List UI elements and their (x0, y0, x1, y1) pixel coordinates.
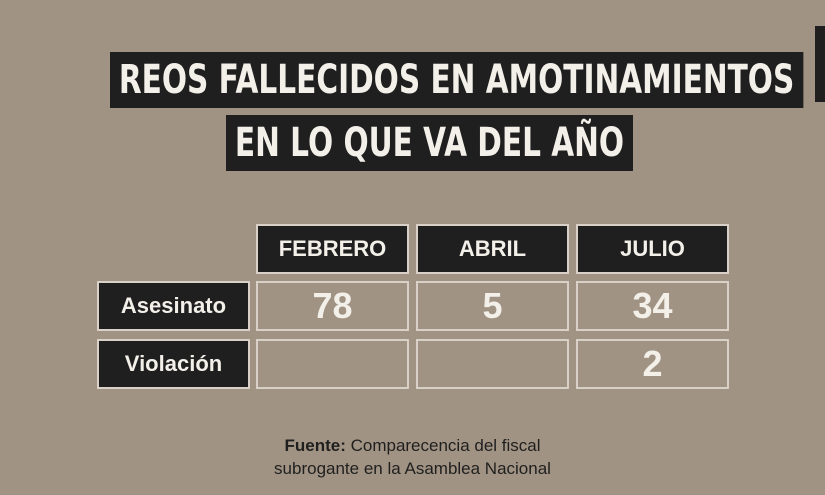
source-line-2: subrogante en la Asamblea Nacional (274, 459, 551, 478)
source-line-1: Comparecencia del fiscal (350, 436, 541, 455)
column-header-febrero: FEBRERO (256, 224, 409, 274)
row-header-asesinato: Asesinato (97, 281, 250, 331)
cell-asesinato-abril: 5 (416, 281, 569, 331)
cell-violacion-abril (416, 339, 569, 389)
cell-asesinato-febrero: 78 (256, 281, 409, 331)
column-header-abril: ABRIL (416, 224, 569, 274)
title-line-1: REOS FALLECIDOS EN AMOTINAMIENTOS (110, 52, 804, 108)
cell-violacion-julio: 2 (576, 339, 729, 389)
source-label: Fuente: (284, 436, 346, 455)
edge-decoration (815, 26, 825, 102)
title-line-2: EN LO QUE VA DEL AÑO (226, 115, 633, 171)
cell-asesinato-julio: 34 (576, 281, 729, 331)
cell-violacion-febrero (256, 339, 409, 389)
source-note: Fuente: Comparecencia del fiscal subroga… (0, 434, 825, 480)
column-header-julio: JULIO (576, 224, 729, 274)
row-header-violacion: Violación (97, 339, 250, 389)
